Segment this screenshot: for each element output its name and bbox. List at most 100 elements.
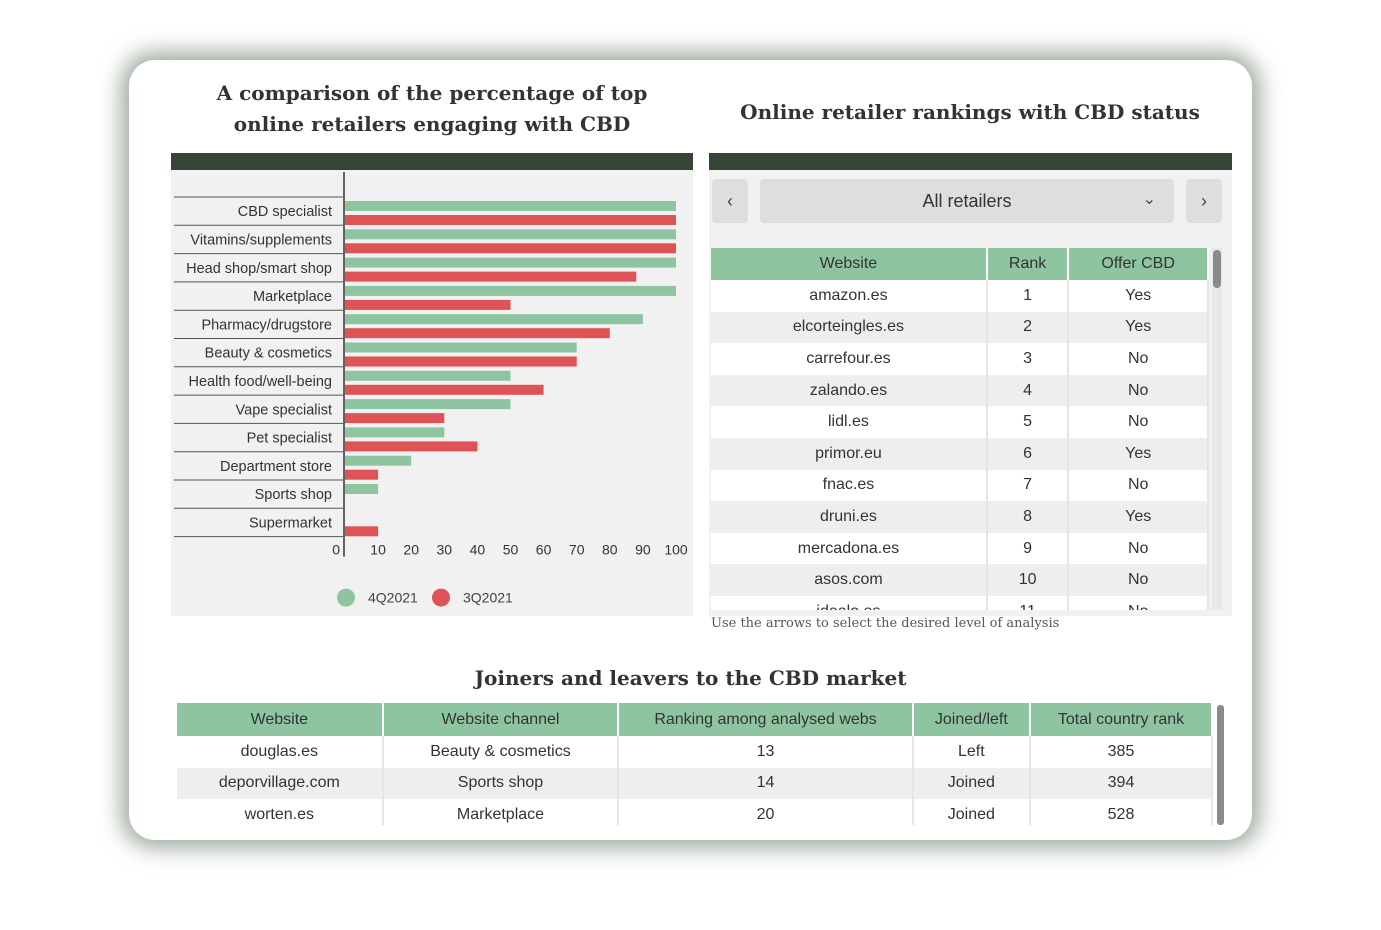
bar-3Q2021 bbox=[345, 271, 637, 282]
category-label: Pet specialist bbox=[247, 431, 332, 447]
legend-swatch bbox=[432, 588, 450, 607]
bar-3Q2021 bbox=[345, 384, 544, 395]
bar-3Q2021 bbox=[345, 328, 610, 339]
table-cell: mercadona.es bbox=[711, 532, 988, 565]
x-tick-label: 0 bbox=[332, 542, 340, 558]
category-label: Pharmacy/drugstore bbox=[201, 317, 332, 333]
table-cell: 14 bbox=[618, 767, 914, 800]
table-row[interactable]: elcorteingles.es 2 Yes bbox=[711, 311, 1209, 344]
table-cell: deporvillage.com bbox=[177, 767, 384, 800]
analysis-hint: Use the arrows to select the desired lev… bbox=[711, 616, 1060, 631]
chart-title-line-2: online retailers engaging with CBD bbox=[233, 112, 631, 136]
legend-label: 3Q2021 bbox=[463, 590, 513, 606]
table-cell: carrefour.es bbox=[711, 343, 988, 375]
bar-3Q2021 bbox=[345, 413, 445, 424]
table-row[interactable]: primor.eu 6 Yes bbox=[711, 437, 1209, 470]
table-row[interactable]: fnac.es 7 No bbox=[711, 469, 1209, 502]
retailer-table-header: Website Rank Offer CBD bbox=[711, 248, 1209, 280]
x-tick-label: 100 bbox=[664, 542, 688, 558]
bar-4Q2021 bbox=[345, 257, 676, 268]
bar-3Q2021 bbox=[345, 441, 478, 452]
table-cell: Yes bbox=[1068, 280, 1209, 312]
bar-4Q2021 bbox=[345, 484, 379, 494]
x-tick-label: 60 bbox=[536, 542, 552, 558]
x-tick-label: 70 bbox=[569, 542, 585, 558]
column-header-website-channel[interactable]: Website channel bbox=[382, 703, 620, 736]
chevron-right-icon: › bbox=[1201, 190, 1207, 211]
table-row[interactable]: worten.es Marketplace 20 Joined 528 bbox=[177, 799, 1214, 825]
table-row[interactable]: idealo.es11No bbox=[711, 595, 1209, 610]
table-row[interactable]: asos.com 10 No bbox=[711, 564, 1209, 596]
column-header-offer-cbd[interactable]: Offer CBD bbox=[1068, 248, 1209, 280]
table-cell: elcorteingles.es bbox=[711, 311, 988, 344]
table-cell: 9 bbox=[986, 532, 1070, 565]
table-cell: asos.com bbox=[711, 564, 988, 596]
bar-3Q2021 bbox=[345, 469, 379, 480]
column-header-rank[interactable]: Rank bbox=[986, 248, 1070, 280]
prev-level-button[interactable]: ‹ bbox=[712, 179, 748, 223]
category-label: CBD specialist bbox=[238, 204, 332, 220]
bar-3Q2021 bbox=[345, 215, 676, 225]
retailer-table-scroll-thumb[interactable] bbox=[1213, 250, 1221, 288]
bar-4Q2021 bbox=[345, 399, 511, 410]
category-label: Supermarket bbox=[249, 515, 332, 531]
x-tick-label: 20 bbox=[403, 542, 419, 558]
next-level-button[interactable]: › bbox=[1186, 179, 1222, 223]
bar-3Q2021 bbox=[345, 299, 511, 310]
table-cell: Yes bbox=[1068, 437, 1209, 470]
table-cell: Joined bbox=[912, 799, 1031, 825]
bar-4Q2021 bbox=[345, 455, 412, 466]
bar-3Q2021 bbox=[345, 526, 379, 537]
retailer-table-viewport[interactable]: Website Rank Offer CBD amazon.es 1 Yes elco… bbox=[711, 248, 1211, 610]
joiners-table-viewport[interactable]: Website Website channel Ranking among an… bbox=[177, 703, 1215, 825]
table-cell: Yes bbox=[1068, 311, 1209, 344]
retailer-filter-dropdown[interactable]: All retailers ⌄ bbox=[760, 179, 1174, 223]
chevron-down-icon: ⌄ bbox=[1142, 191, 1156, 208]
table-row[interactable]: amazon.es 1 Yes bbox=[711, 280, 1209, 312]
table-row[interactable]: lidl.es 5 No bbox=[711, 406, 1209, 438]
dashboard-card: A comparison of the percentage of top on… bbox=[129, 60, 1252, 840]
table-row[interactable]: druni.es 8 Yes bbox=[711, 501, 1209, 533]
table-cell: 8 bbox=[986, 501, 1070, 533]
x-tick-label: 30 bbox=[437, 542, 453, 558]
column-header-ranking[interactable]: Ranking among analysed webs bbox=[618, 703, 914, 736]
table-row[interactable]: deporvillage.com Sports shop 14 Joined 394 bbox=[177, 767, 1214, 800]
table-cell: 385 bbox=[1029, 736, 1214, 768]
bar-4Q2021 bbox=[345, 427, 445, 438]
bar-4Q2021 bbox=[345, 285, 676, 296]
joiners-table: Website Website channel Ranking among an… bbox=[177, 703, 1214, 825]
retailers-title: Online retailer rankings with CBD status bbox=[740, 100, 1200, 124]
table-cell: No bbox=[1068, 564, 1209, 596]
table-cell: 6 bbox=[986, 437, 1070, 470]
category-label: Beauty & cosmetics bbox=[205, 346, 332, 362]
joiners-table-scrollbar[interactable] bbox=[1217, 705, 1224, 825]
chart-title: A comparison of the percentage of top on… bbox=[171, 78, 693, 140]
category-label: Department store bbox=[220, 459, 332, 475]
retailers-header-strip bbox=[709, 153, 1232, 170]
column-header-website[interactable]: Website bbox=[711, 248, 988, 280]
bar-4Q2021 bbox=[345, 370, 511, 381]
table-cell: 13 bbox=[618, 736, 914, 768]
table-cell: No bbox=[1068, 406, 1209, 438]
x-tick-label: 40 bbox=[470, 542, 486, 558]
legend-swatch bbox=[337, 588, 355, 607]
table-cell: Yes bbox=[1068, 501, 1209, 533]
bar-4Q2021 bbox=[345, 201, 676, 211]
x-tick-label: 80 bbox=[602, 542, 618, 558]
retailer-table-scrollbar[interactable] bbox=[1212, 248, 1222, 610]
chart-panel: CBD specialist Vitamins/supplements Head s… bbox=[171, 170, 693, 616]
bar-4Q2021 bbox=[345, 342, 577, 353]
column-header-website[interactable]: Website bbox=[177, 703, 384, 736]
table-row[interactable]: carrefour.es 3 No bbox=[711, 343, 1209, 375]
column-header-joined-left[interactable]: Joined/left bbox=[912, 703, 1031, 736]
table-row[interactable]: mercadona.es 9 No bbox=[711, 532, 1209, 565]
column-header-total-country-rank[interactable]: Total country rank bbox=[1029, 703, 1214, 736]
category-label: Head shop/smart shop bbox=[186, 261, 332, 277]
bar-3Q2021 bbox=[345, 243, 676, 254]
table-cell: zalando.es bbox=[711, 374, 988, 407]
bar-chart: CBD specialist Vitamins/supplements Head s… bbox=[174, 172, 688, 607]
joiners-title: Joiners and leavers to the CBD market bbox=[474, 666, 907, 690]
table-cell: lidl.es bbox=[711, 406, 988, 438]
table-row[interactable]: zalando.es 4 No bbox=[711, 374, 1209, 407]
table-row[interactable]: douglas.es Beauty & cosmetics 13 Left 385 bbox=[177, 736, 1214, 768]
